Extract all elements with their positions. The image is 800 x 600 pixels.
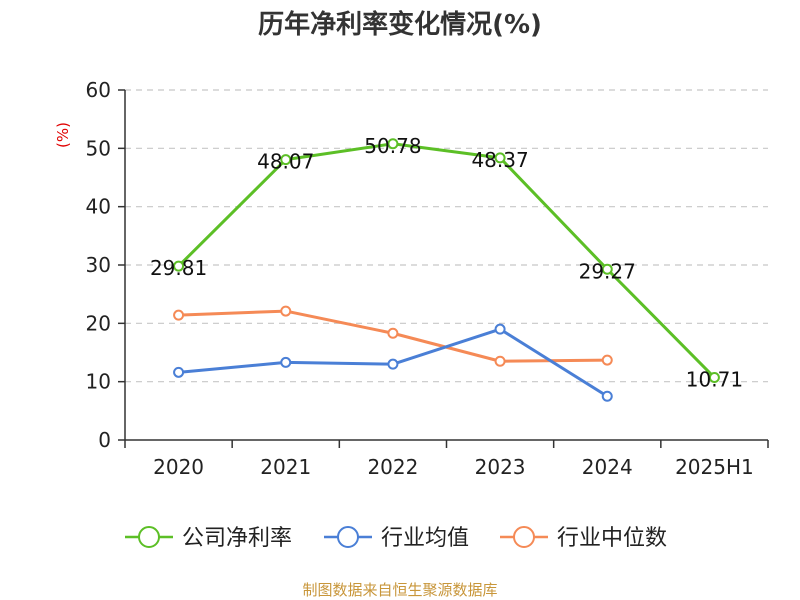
y-tick-label: 60 bbox=[86, 78, 111, 102]
y-tick-label: 10 bbox=[86, 370, 111, 394]
y-tick-label: 20 bbox=[86, 311, 111, 335]
data-label: 29.27 bbox=[579, 259, 636, 283]
y-tick-label: 50 bbox=[86, 136, 111, 160]
data-point bbox=[708, 372, 720, 384]
data-label: 48.07 bbox=[257, 150, 314, 174]
data-point bbox=[173, 309, 185, 321]
y-tick-label: 40 bbox=[86, 195, 111, 219]
data-point bbox=[494, 152, 506, 164]
legend-label: 行业均值 bbox=[381, 526, 469, 551]
legend-marker bbox=[138, 526, 160, 548]
data-point bbox=[601, 354, 613, 366]
y-tick-label: 0 bbox=[98, 428, 111, 452]
data-label: 48.37 bbox=[471, 148, 528, 172]
data-point bbox=[280, 154, 292, 166]
data-label: 10.71 bbox=[686, 368, 743, 392]
series-line-0 bbox=[177, 142, 716, 379]
x-tick-label: 2023 bbox=[475, 455, 526, 479]
data-point bbox=[387, 138, 399, 150]
y-tick-label: 30 bbox=[86, 253, 111, 277]
data-point bbox=[280, 305, 292, 317]
legend-marker bbox=[337, 526, 359, 548]
data-point bbox=[494, 323, 506, 335]
x-tick-label: 2020 bbox=[153, 455, 204, 479]
data-point bbox=[494, 355, 506, 367]
data-source-note: 制图数据来自恒生聚源数据库 bbox=[302, 581, 498, 599]
x-tick-label: 2022 bbox=[367, 455, 418, 479]
data-point bbox=[387, 358, 399, 370]
data-point bbox=[280, 356, 292, 368]
data-label: 50.78 bbox=[364, 134, 421, 158]
data-point bbox=[173, 366, 185, 378]
x-tick-label: 2025H1 bbox=[675, 455, 754, 479]
legend-label: 公司净利率 bbox=[182, 526, 292, 551]
data-label: 29.81 bbox=[150, 256, 207, 280]
data-point bbox=[601, 263, 613, 275]
x-tick-label: 2021 bbox=[260, 455, 311, 479]
x-tick-label: 2024 bbox=[582, 455, 633, 479]
legend-label: 行业中位数 bbox=[557, 526, 667, 551]
data-point bbox=[173, 260, 185, 272]
chart-title: 历年净利率变化情况(%) bbox=[258, 10, 542, 40]
data-point bbox=[601, 390, 613, 402]
data-point bbox=[387, 327, 399, 339]
legend-marker bbox=[513, 526, 535, 548]
